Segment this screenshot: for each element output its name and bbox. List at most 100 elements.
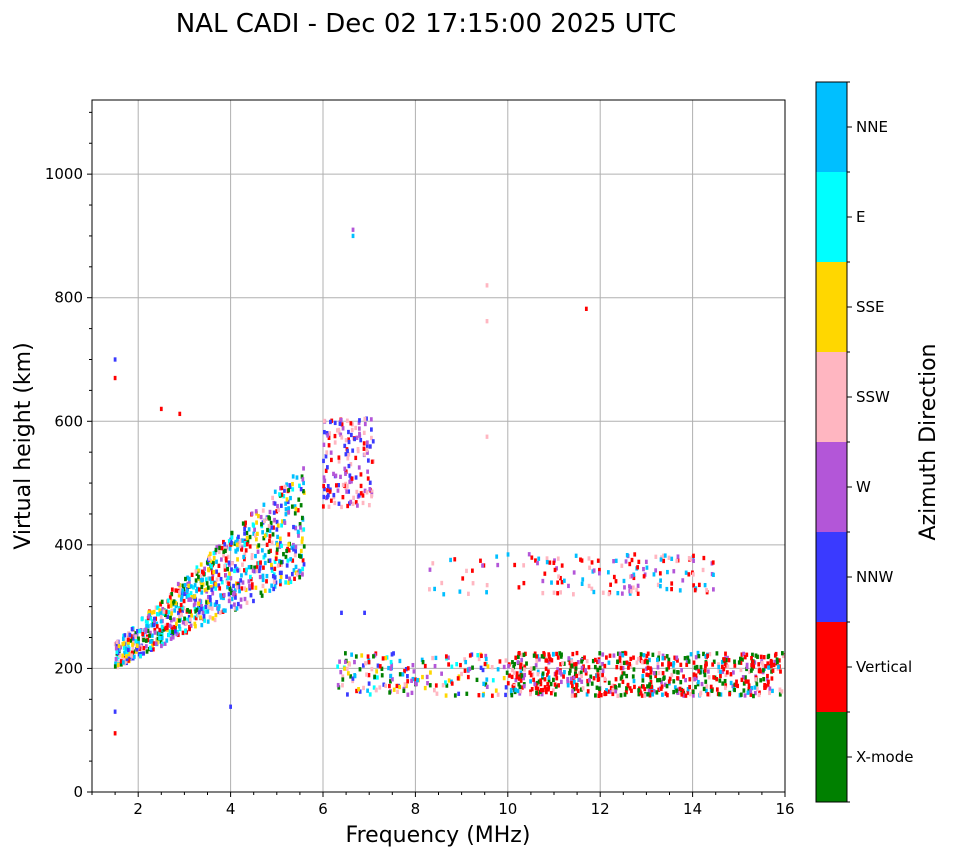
high-f-trace-point bbox=[428, 587, 431, 592]
f-trace-point bbox=[171, 635, 175, 640]
low-trace-point bbox=[353, 659, 356, 665]
f-trace-point bbox=[198, 601, 202, 606]
low-trace-point bbox=[598, 651, 602, 656]
low-trace-point bbox=[715, 687, 719, 692]
high-f-trace-point bbox=[691, 572, 695, 577]
f-trace-point bbox=[163, 641, 167, 646]
low-trace-point bbox=[425, 674, 429, 680]
low-trace-point bbox=[574, 661, 578, 667]
cluster-point bbox=[326, 488, 329, 493]
f-trace-point bbox=[139, 651, 143, 656]
low-trace-point bbox=[484, 656, 488, 662]
low-trace-point bbox=[545, 658, 549, 663]
f-trace-point bbox=[265, 579, 268, 584]
low-trace-point bbox=[721, 681, 725, 686]
f-trace-point bbox=[175, 632, 179, 637]
cluster-point bbox=[327, 504, 331, 509]
low-trace-point bbox=[675, 688, 678, 693]
low-trace-point bbox=[665, 667, 669, 672]
cluster-point bbox=[354, 455, 358, 461]
low-trace-point bbox=[532, 653, 536, 658]
low-trace-point bbox=[605, 688, 608, 693]
f-trace-point bbox=[233, 593, 237, 598]
f-trace-point bbox=[267, 524, 271, 529]
low-trace-point bbox=[649, 679, 653, 685]
high-f-trace-point bbox=[587, 556, 591, 561]
low-trace-point bbox=[680, 668, 683, 673]
low-trace-point bbox=[709, 684, 713, 689]
low-trace-point bbox=[778, 692, 782, 697]
f-trace-point bbox=[178, 618, 181, 623]
f-trace-point bbox=[248, 586, 252, 591]
low-trace-point bbox=[568, 671, 571, 676]
cluster-point bbox=[345, 418, 349, 423]
low-trace-point bbox=[559, 654, 563, 659]
low-trace-point bbox=[338, 659, 341, 664]
f-trace-point bbox=[261, 530, 265, 535]
f-trace-point bbox=[263, 560, 267, 566]
high-f-trace-point bbox=[559, 590, 562, 595]
f-trace-point bbox=[169, 618, 173, 623]
f-trace-point bbox=[289, 557, 293, 562]
low-trace-point bbox=[757, 662, 761, 667]
f-trace-point bbox=[233, 606, 237, 611]
f-trace-point bbox=[244, 587, 248, 593]
low-trace-point bbox=[421, 659, 425, 665]
low-trace-point bbox=[593, 657, 597, 663]
low-trace-point bbox=[702, 651, 705, 657]
f-trace-point bbox=[192, 585, 195, 590]
f-trace-point bbox=[243, 523, 247, 528]
cluster-point bbox=[362, 430, 366, 436]
f-trace-point bbox=[263, 588, 267, 593]
f-trace-point bbox=[173, 624, 176, 630]
high-f-trace-point bbox=[541, 590, 545, 596]
high-f-trace-point bbox=[631, 585, 635, 590]
low-trace-point bbox=[649, 666, 652, 671]
low-trace-point bbox=[529, 679, 532, 684]
f-trace-point bbox=[219, 557, 223, 562]
f-trace-point bbox=[205, 581, 209, 586]
f-trace-point bbox=[258, 574, 262, 580]
low-trace-point bbox=[540, 654, 544, 659]
cluster-point bbox=[344, 452, 348, 457]
f-trace-point bbox=[283, 484, 287, 490]
low-trace-point bbox=[514, 655, 518, 660]
f-trace-point bbox=[124, 646, 128, 651]
f-trace-point bbox=[134, 639, 138, 644]
f-trace-point bbox=[301, 558, 305, 563]
f-trace-point bbox=[155, 621, 159, 626]
low-trace-point bbox=[626, 682, 630, 688]
f-trace-point bbox=[270, 568, 274, 573]
low-trace-point bbox=[650, 689, 654, 694]
low-trace-point bbox=[715, 677, 719, 682]
f-trace-point bbox=[187, 583, 191, 589]
f-trace-point bbox=[195, 588, 198, 594]
high-f-trace-point bbox=[644, 559, 648, 565]
low-trace-point bbox=[351, 676, 355, 681]
f-trace-point bbox=[302, 480, 305, 486]
cluster-point bbox=[363, 421, 367, 427]
low-trace-point bbox=[367, 681, 371, 686]
low-trace-point bbox=[777, 658, 781, 663]
low-trace-point bbox=[429, 670, 432, 675]
f-trace-point bbox=[284, 507, 288, 512]
f-trace-point bbox=[289, 579, 293, 585]
cluster-point bbox=[323, 478, 327, 483]
high-f-trace-point bbox=[601, 590, 605, 595]
cluster-point bbox=[346, 503, 350, 509]
cluster-point bbox=[328, 489, 332, 494]
f-trace-point bbox=[258, 566, 262, 571]
low-trace-point bbox=[751, 652, 754, 658]
high-f-trace-point bbox=[703, 582, 707, 588]
low-trace-point bbox=[770, 663, 773, 668]
low-trace-point bbox=[530, 686, 534, 692]
f-trace-point bbox=[128, 632, 132, 638]
low-trace-point bbox=[746, 690, 750, 695]
low-trace-point bbox=[414, 681, 417, 686]
f-trace-point bbox=[272, 586, 276, 592]
low-trace-point bbox=[375, 675, 379, 680]
low-trace-point bbox=[546, 672, 549, 678]
high-f-trace-point bbox=[479, 558, 482, 563]
f-trace-point bbox=[249, 577, 253, 582]
low-trace-point bbox=[706, 669, 710, 674]
